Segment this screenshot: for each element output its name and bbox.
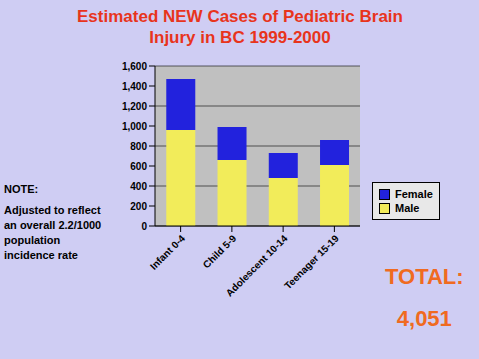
svg-text:200: 200 <box>130 201 147 212</box>
svg-text:Infant 0-4: Infant 0-4 <box>148 232 188 272</box>
svg-text:Child 5-9: Child 5-9 <box>201 232 239 270</box>
html-text:Estimated NEW Cases of Pediatr: Estimated NEW Cases of Pediatric Brain I… <box>77 7 403 47</box>
html-text:Female: Female <box>395 188 433 200</box>
html-text:NOTE:: NOTE: <box>4 183 39 195</box>
svg-text:1,600: 1,600 <box>122 61 147 72</box>
html-text:4,051: 4,051 <box>396 306 452 331</box>
html-text:TOTAL:: TOTAL: <box>385 264 464 289</box>
svg-text:400: 400 <box>130 181 147 192</box>
svg-text:1,000: 1,000 <box>122 121 147 132</box>
svg-text:Teenager 15-19: Teenager 15-19 <box>282 232 341 291</box>
svg-text:1,200: 1,200 <box>122 101 147 112</box>
svg-text:Adolescent 10-14: Adolescent 10-14 <box>224 232 290 298</box>
svg-text:1,400: 1,400 <box>122 81 147 92</box>
html-text:Adjusted to reflect an overall: Adjusted to reflect an overall 2.2/1000 … <box>4 204 102 261</box>
svg-text:0: 0 <box>141 221 147 232</box>
svg-text:600: 600 <box>130 161 147 172</box>
html-text:Male: Male <box>395 202 420 214</box>
svg-text:800: 800 <box>130 141 147 152</box>
